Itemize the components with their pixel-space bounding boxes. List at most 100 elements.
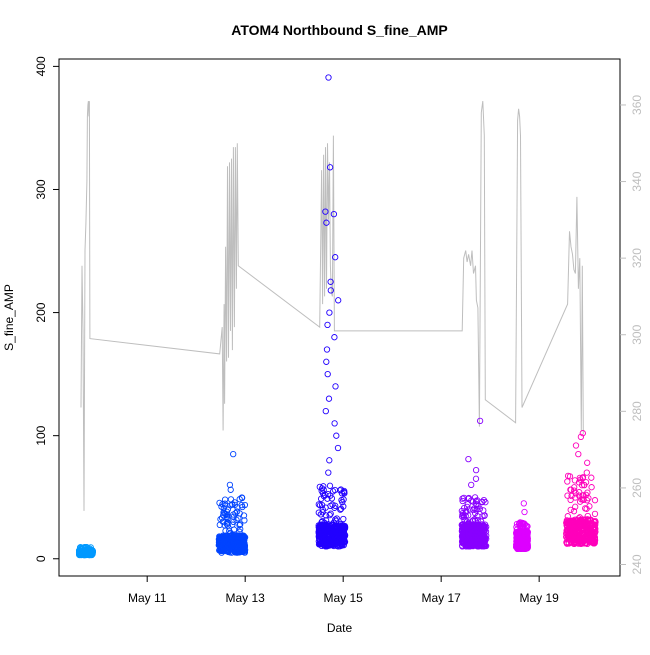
- data-point: [89, 548, 96, 555]
- data-point: [582, 529, 589, 536]
- data-point: [471, 505, 478, 512]
- data-point: [468, 497, 475, 504]
- data-point: [476, 417, 484, 425]
- data-point: [564, 492, 571, 499]
- data-point: [323, 525, 331, 532]
- data-point: [227, 486, 234, 493]
- data-point: [473, 538, 480, 545]
- data-point: [478, 542, 485, 549]
- data-point: [237, 525, 244, 533]
- data-point: [238, 501, 245, 509]
- data-point: [333, 537, 340, 544]
- data-point: [320, 493, 328, 500]
- data-point: [480, 496, 488, 504]
- data-point: [567, 486, 575, 493]
- data-point: [227, 496, 235, 503]
- data-point: [319, 517, 326, 525]
- data-point: [326, 511, 333, 519]
- y-right-tick-label: 340: [630, 171, 644, 191]
- point-cluster: [315, 74, 349, 550]
- data-point: [522, 531, 529, 539]
- x-axis-label: Date: [327, 621, 353, 635]
- y-left-tick-label: 300: [34, 179, 48, 199]
- data-point: [583, 539, 590, 547]
- y-right-tick-label: 300: [630, 324, 644, 344]
- data-point: [327, 278, 334, 285]
- data-point: [571, 540, 578, 548]
- data-point: [332, 502, 339, 509]
- data-point: [584, 459, 591, 466]
- data-point: [565, 532, 572, 539]
- data-point: [567, 506, 574, 514]
- data-point: [85, 551, 93, 558]
- data-point: [218, 547, 226, 555]
- data-point: [331, 486, 339, 494]
- data-point: [576, 514, 583, 521]
- data-point: [572, 524, 580, 531]
- data-point: [524, 523, 531, 530]
- data-point: [458, 507, 466, 515]
- data-point: [513, 529, 520, 537]
- data-point: [579, 430, 586, 437]
- data-point: [563, 518, 571, 526]
- data-point: [479, 533, 487, 540]
- data-point: [86, 548, 93, 555]
- y-right-tick-label: 260: [630, 478, 644, 498]
- data-point: [521, 534, 528, 541]
- data-point: [577, 433, 585, 441]
- data-point: [575, 479, 583, 486]
- data-point: [325, 74, 332, 81]
- data-point: [464, 501, 471, 508]
- data-point: [329, 521, 336, 528]
- data-point: [241, 517, 248, 524]
- data-point: [329, 488, 337, 495]
- data-point: [588, 484, 595, 491]
- data-point: [240, 538, 247, 545]
- data-point: [579, 522, 586, 529]
- data-point: [334, 444, 342, 452]
- y-axis-label: S_fine_AMP: [2, 284, 16, 351]
- data-point: [570, 508, 578, 515]
- x-tick-label: May 13: [226, 591, 266, 605]
- data-point: [240, 512, 248, 519]
- data-point: [239, 547, 247, 555]
- data-point: [479, 532, 486, 539]
- data-point: [319, 506, 326, 513]
- data-point: [326, 457, 333, 464]
- data-point: [340, 487, 348, 495]
- data-point: [574, 532, 581, 539]
- y-axis-left: 0 100 200 300 400: [34, 56, 59, 562]
- y-right-tick-label: 240: [630, 554, 644, 574]
- data-point: [467, 533, 474, 540]
- x-tick-label: May 17: [421, 591, 461, 605]
- data-point: [331, 420, 338, 427]
- data-point: [332, 516, 339, 523]
- data-point: [316, 502, 324, 509]
- y-right-tick-label: 280: [630, 401, 644, 421]
- x-tick-label: May 11: [128, 591, 167, 605]
- data-point: [470, 506, 477, 514]
- data-point: [324, 370, 331, 378]
- point-cluster: [458, 417, 490, 550]
- data-point: [315, 523, 323, 531]
- data-point: [480, 507, 487, 514]
- data-point: [316, 483, 323, 491]
- data-point: [572, 522, 579, 529]
- data-point: [326, 482, 334, 489]
- data-point: [325, 395, 333, 402]
- data-point: [579, 492, 586, 499]
- data-point: [459, 534, 466, 541]
- y-left-tick-label: 0: [34, 555, 48, 562]
- right-axis-line-series: [80, 101, 584, 511]
- data-point: [340, 496, 347, 503]
- data-point: [576, 474, 583, 482]
- data-point: [332, 254, 339, 261]
- data-point: [236, 522, 243, 529]
- data-point: [87, 549, 94, 557]
- point-cluster: [75, 543, 96, 559]
- data-point: [591, 538, 598, 546]
- data-point: [340, 503, 347, 510]
- data-point: [521, 508, 528, 516]
